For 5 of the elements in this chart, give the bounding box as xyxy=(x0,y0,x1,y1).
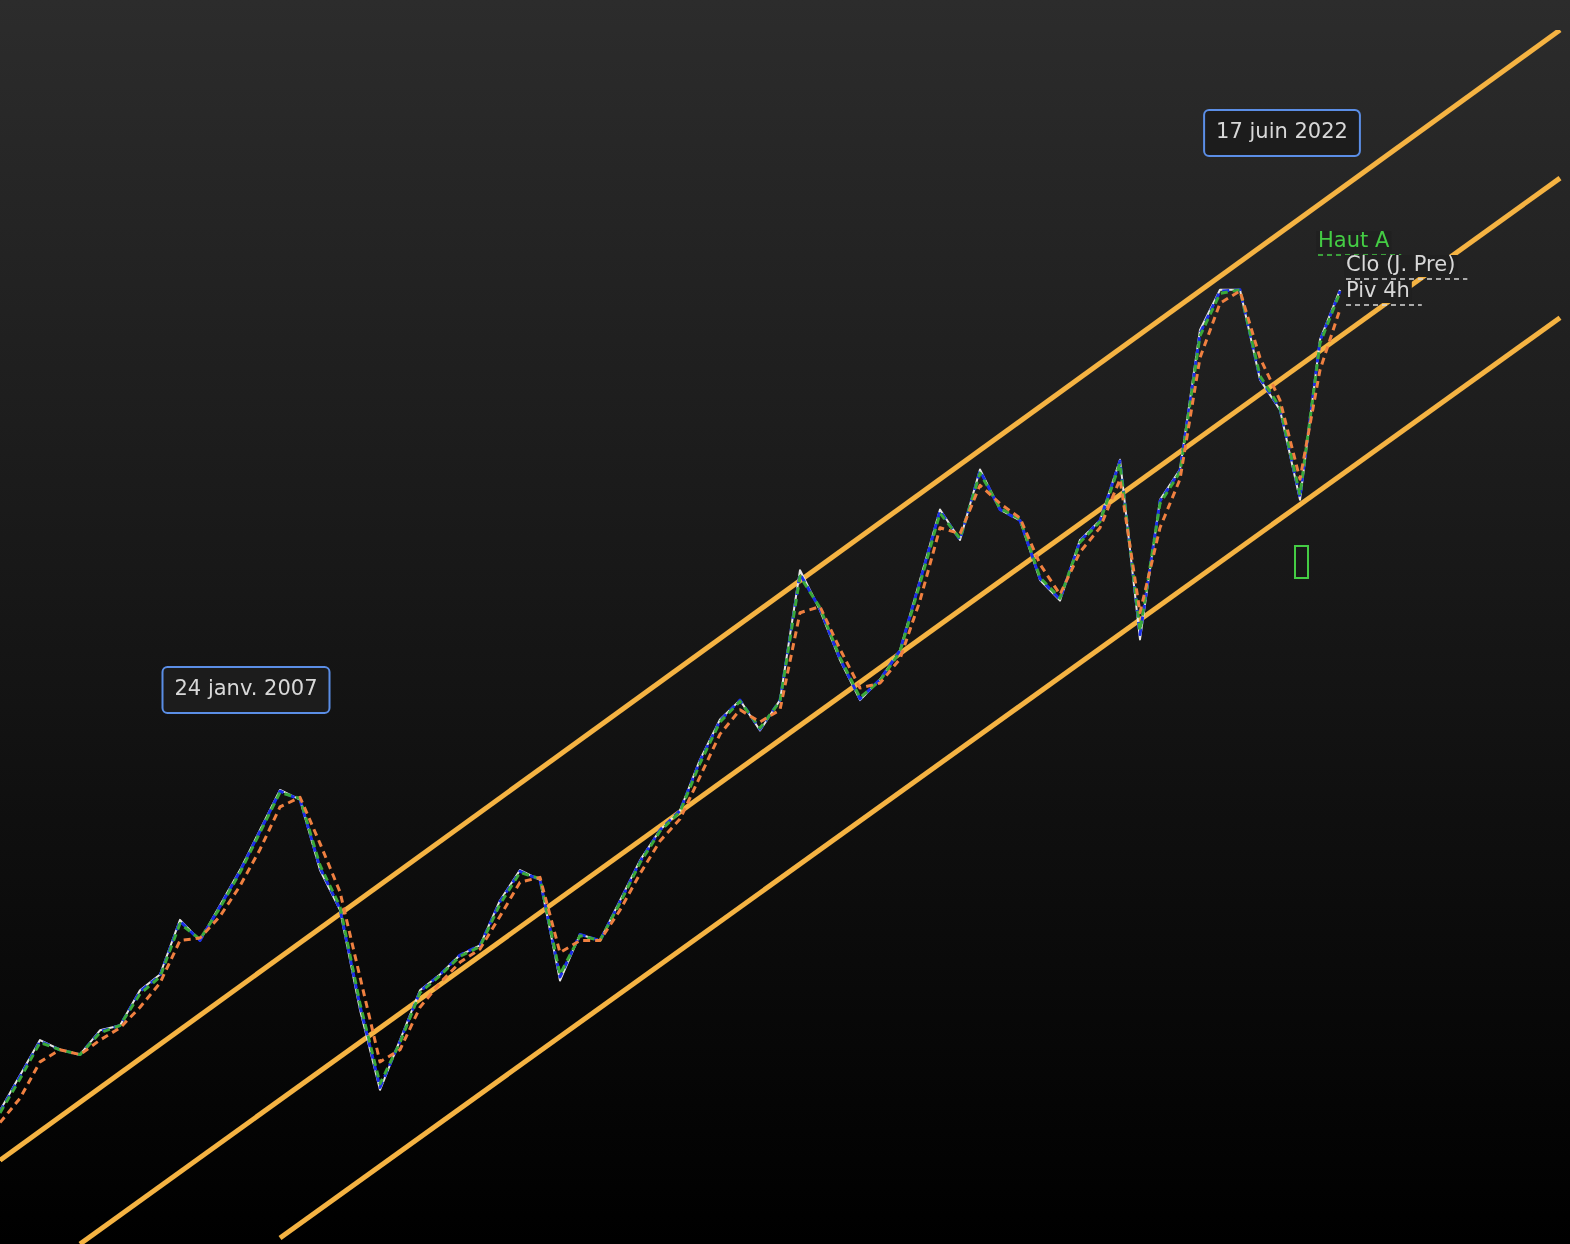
annotation: Haut A xyxy=(1318,228,1390,253)
annotation: 17 juin 2022 xyxy=(1216,119,1348,144)
annotation: Piv 4h xyxy=(1346,278,1410,303)
annotation: 24 janv. 2007 xyxy=(174,676,318,701)
annotation: Clo (J. Pre) xyxy=(1346,252,1456,277)
